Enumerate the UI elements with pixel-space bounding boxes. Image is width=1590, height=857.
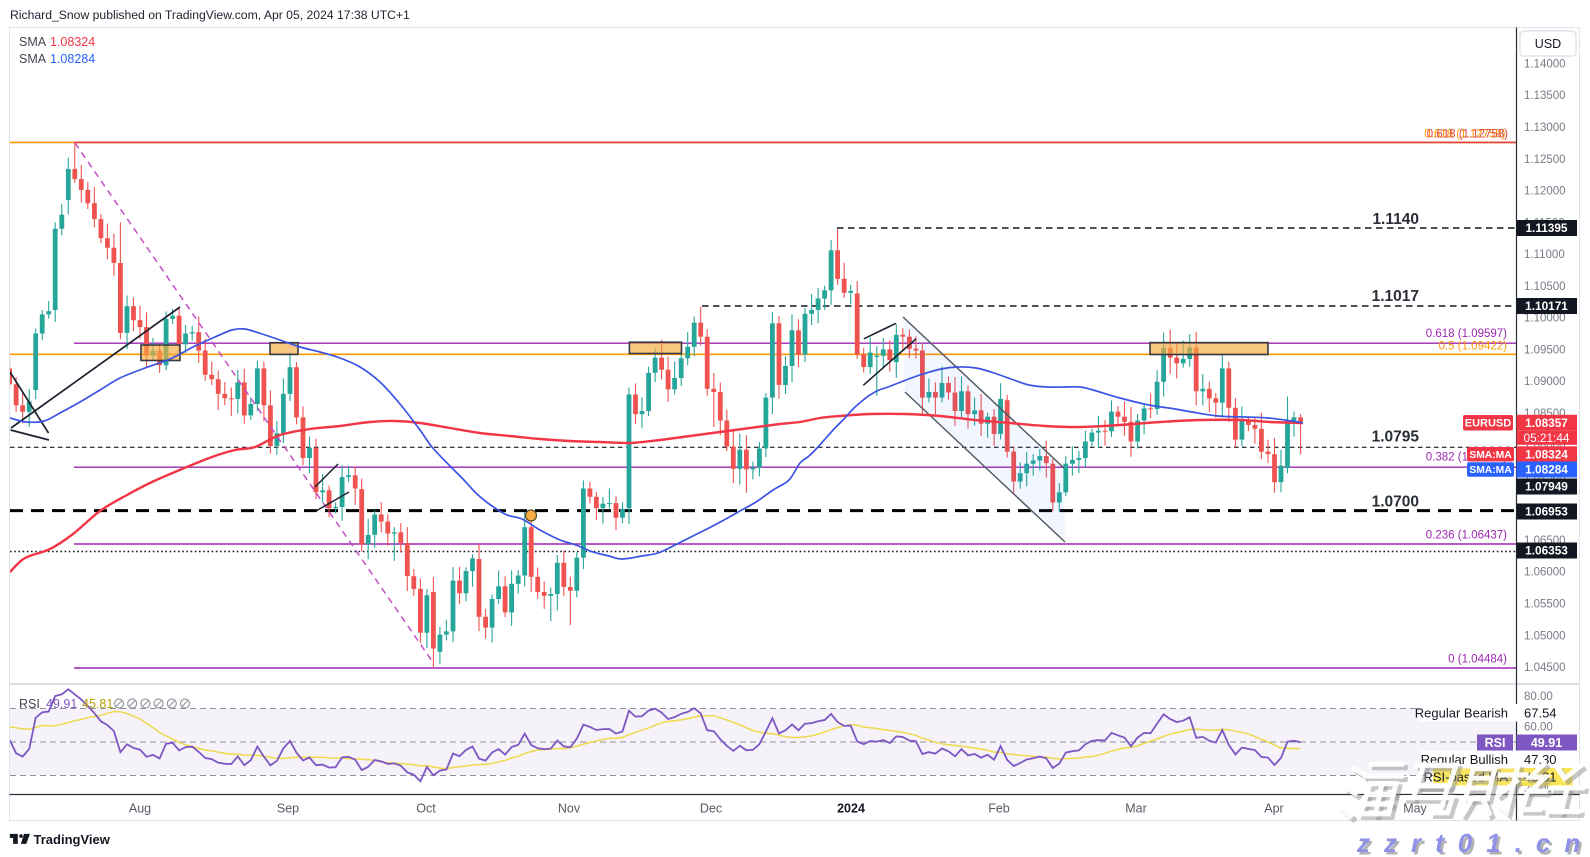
- svg-text:SMA:MA: SMA:MA: [1469, 465, 1512, 476]
- svg-text:1.11395: 1.11395: [1526, 221, 1568, 235]
- svg-text:1.1017: 1.1017: [1372, 288, 1419, 305]
- svg-text:1.10171: 1.10171: [1525, 299, 1568, 313]
- svg-text:1.0700: 1.0700: [1372, 494, 1419, 511]
- svg-text:1.07949: 1.07949: [1525, 480, 1568, 494]
- svg-text:Feb: Feb: [988, 802, 1010, 816]
- svg-text:1.04500: 1.04500: [1524, 662, 1566, 674]
- svg-text:1.06353: 1.06353: [1525, 544, 1568, 558]
- svg-text:Richard_Snow published on Trad: Richard_Snow published on TradingView.co…: [10, 8, 410, 22]
- svg-text:80.00: 80.00: [1524, 691, 1553, 703]
- svg-text:Mar: Mar: [1125, 802, 1147, 816]
- svg-text:1.13000: 1.13000: [1524, 122, 1566, 134]
- svg-text:EURUSD: EURUSD: [1465, 418, 1512, 430]
- svg-text:1.05000: 1.05000: [1524, 630, 1566, 642]
- svg-text:Oct: Oct: [416, 802, 436, 816]
- svg-text:Regular Bearish: Regular Bearish: [1415, 706, 1508, 721]
- svg-text:zzrt01.cn: zzrt01.cn: [1356, 828, 1590, 857]
- svg-text:1.08284: 1.08284: [50, 52, 95, 66]
- svg-text:1.12500: 1.12500: [1524, 154, 1566, 166]
- svg-text:RSI: RSI: [19, 697, 40, 711]
- svg-text:1.06953: 1.06953: [1525, 505, 1568, 519]
- svg-text:45.81: 45.81: [82, 697, 113, 711]
- svg-text:1.0795: 1.0795: [1372, 429, 1420, 446]
- svg-text:1.10500: 1.10500: [1524, 281, 1566, 293]
- svg-text:Dec: Dec: [700, 802, 722, 816]
- svg-text:SMA: SMA: [19, 52, 47, 66]
- svg-text:47.30: 47.30: [1524, 752, 1557, 767]
- svg-text:1.09500: 1.09500: [1524, 344, 1566, 356]
- svg-text:1.08357: 1.08357: [1525, 416, 1568, 430]
- svg-text:1.08324: 1.08324: [1525, 448, 1568, 462]
- svg-text:0.618 (1.12758): 0.618 (1.12758): [1424, 129, 1505, 141]
- svg-text:1.13500: 1.13500: [1524, 90, 1566, 102]
- svg-text:1.1140: 1.1140: [1372, 211, 1419, 228]
- svg-text:1.05500: 1.05500: [1524, 599, 1566, 611]
- svg-text:67.54: 67.54: [1524, 706, 1557, 721]
- svg-text:Apr: Apr: [1264, 802, 1283, 816]
- svg-text:May: May: [1403, 802, 1427, 816]
- svg-text:2024: 2024: [837, 802, 865, 816]
- svg-text:USD: USD: [1535, 37, 1561, 51]
- svg-text:0.618 (1.09597): 0.618 (1.09597): [1426, 328, 1507, 340]
- svg-text:1.10000: 1.10000: [1524, 313, 1566, 325]
- svg-text:Nov: Nov: [558, 802, 581, 816]
- svg-text:49.91: 49.91: [46, 697, 77, 711]
- svg-text:0.618 (1.12758): 0.618 (1.12758): [1427, 129, 1508, 141]
- svg-text:RSI: RSI: [1485, 736, 1506, 750]
- svg-text:Sep: Sep: [277, 802, 299, 816]
- svg-text:SMA:MA: SMA:MA: [1469, 450, 1512, 461]
- svg-text:TradingView: TradingView: [34, 832, 111, 847]
- svg-text:1.09000: 1.09000: [1524, 376, 1566, 388]
- svg-text:1.08324: 1.08324: [50, 35, 95, 49]
- svg-text:zzrt01.cn: zzrt01.cn: [1359, 831, 1590, 857]
- svg-text:Aug: Aug: [129, 802, 151, 816]
- svg-text:49.91: 49.91: [1531, 736, 1562, 750]
- svg-text:SMA: SMA: [19, 35, 47, 49]
- svg-text:1.08284: 1.08284: [1525, 463, 1568, 477]
- svg-text:1.11000: 1.11000: [1524, 249, 1565, 261]
- svg-text:0.5 (1.09422): 0.5 (1.09422): [1439, 341, 1508, 353]
- svg-text:1.14000: 1.14000: [1524, 59, 1566, 71]
- svg-text:60.00: 60.00: [1524, 722, 1553, 734]
- svg-text:1.06000: 1.06000: [1524, 567, 1566, 579]
- svg-text:0.236 (1.06437): 0.236 (1.06437): [1426, 530, 1507, 542]
- svg-text:1.12000: 1.12000: [1524, 186, 1566, 198]
- svg-text:05:21:44: 05:21:44: [1524, 431, 1570, 445]
- svg-text:0 (1.04484): 0 (1.04484): [1448, 654, 1507, 666]
